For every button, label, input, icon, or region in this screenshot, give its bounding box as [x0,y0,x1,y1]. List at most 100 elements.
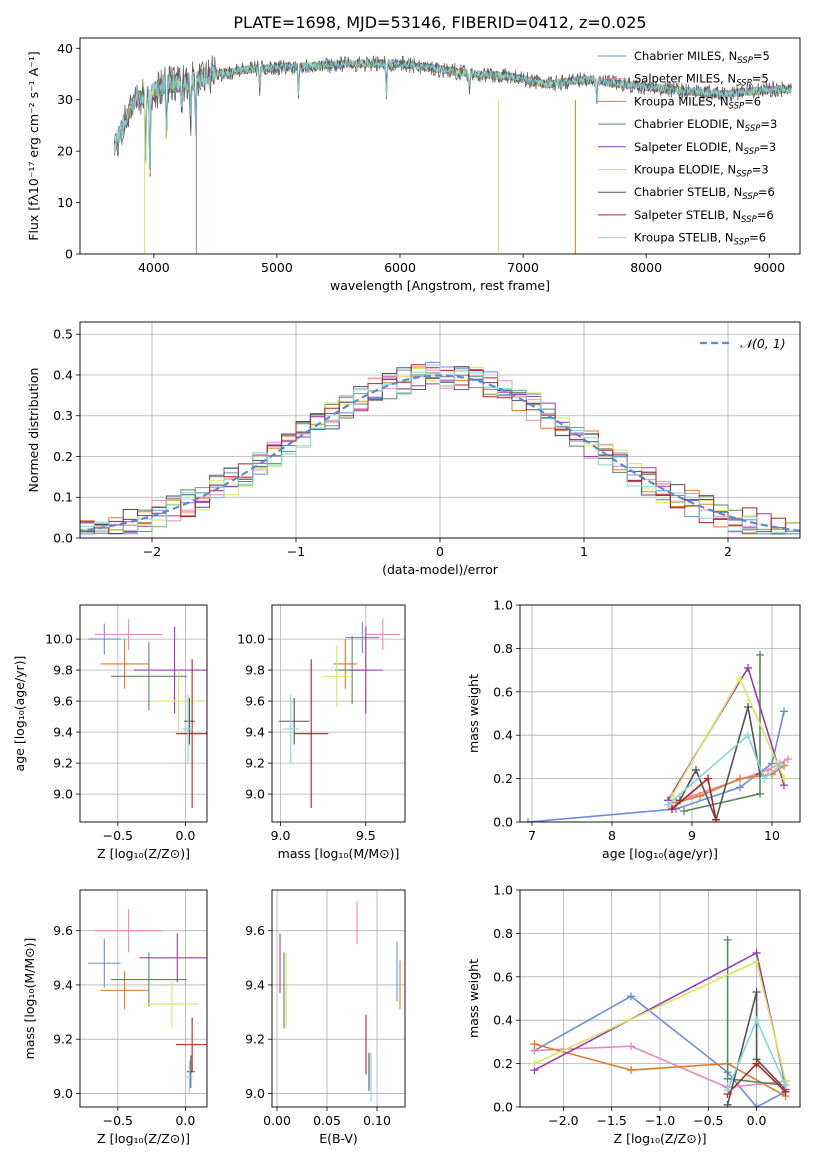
weight-line-chabrier_miles [527,711,785,822]
y-tick-label: 9.4 [245,977,265,992]
weight-marker-kroupa_stelib [776,761,784,770]
x-tick-label: 9.0 [271,828,291,843]
y-tick-label: 40 [57,41,73,56]
weight-marker-chabrier_elodie [756,789,764,798]
x-axis-label: (data-model)/error [382,562,499,577]
normal-reference-curve [80,374,800,533]
weight-marker-chabrier_elodie [723,935,732,944]
y-tick-label: 9.8 [245,663,265,678]
weight-marker-kroupa_stelib [723,1085,732,1094]
y-axis-label: age [log₁₀(age/yr)] [12,656,27,772]
legend-label: Chabrier STELIB, NSSP=6 [634,185,775,202]
y-tick-label: 0.0 [493,815,513,830]
weight-line-kroupa_stelib [667,733,781,806]
y-tick-label: 9.0 [245,1086,265,1101]
y-tick-label: 9.0 [53,1086,73,1101]
y-tick-label: 9.6 [245,694,265,709]
x-tick-label: 7 [528,828,536,843]
axes-frame [79,604,208,823]
y-tick-label: 9.6 [53,694,73,709]
weight-marker-kroupa_elodie [530,1059,539,1068]
axes-frame [79,321,801,539]
errorbar-salpeter_elodie [134,626,207,714]
errorbar-chabrier_miles [88,623,121,655]
y-axis-label: mass weight [466,959,481,1038]
weight-marker-kroupa_elodie [780,774,788,783]
y-tick-label: 0.0 [53,531,73,546]
errorbar-chabrier_elodie [111,642,187,711]
axes-mass_vs_z: −0.5 0.0 9.0 9.2 9.4 9.6 Z [log₁₀(Z/Z⊙)] mass [… [22,889,208,1146]
legend-label: 𝒩(0, 1) [740,336,786,351]
errorbar-kroupa_elodie [323,645,351,708]
weight-marker-salpeter_stelib [752,1059,761,1068]
errorbar-kroupa_miles [333,639,358,689]
weight-marker-chabrier_elodie [756,650,764,659]
weight-line-chabrier_stelib [726,991,787,1105]
x-tick-label: 2 [724,544,732,559]
weight-marker-salpeter_miles [784,755,792,764]
figure-title: PLATE=1698, MJD=53146, FIBERID=0412, z=0… [233,13,646,32]
y-tick-label: 0.6 [493,969,513,984]
weight-marker-chabrier_elodie [680,807,688,816]
legend-label: Chabrier MILES, NSSP=5 [634,49,770,66]
y-tick-label: 9.6 [53,923,73,938]
weight-marker-chabrier_stelib [752,987,761,996]
errorbar-chabrier_elodie [111,952,187,1007]
x-tick-label: −0.5 [693,1113,723,1128]
weight-marker-salpeter_stelib [712,815,720,822]
y-tick-label: 9.4 [53,977,73,992]
errorbar-kroupa_stelib [185,1060,194,1094]
x-tick-label: 0.05 [313,1113,341,1128]
axes-mass_vs_ebv: 0.00 0.05 0.10 9.0 9.2 9.4 9.6 E(B-V) [245,889,406,1146]
y-tick-label: 0 [65,247,73,262]
legend-label: Chabrier ELODIE, NSSP=3 [634,117,777,134]
x-tick-label: 0 [436,544,444,559]
y-tick-label: 0.1 [53,490,73,505]
y-axis-label: Normed distribution [26,368,41,493]
x-tick-label: −0.5 [103,1113,133,1128]
x-tick-label: −1.0 [645,1113,675,1128]
y-tick-label: 0.2 [493,771,513,786]
errorbar-chabrier_stelib [186,1055,195,1089]
x-axis-label: E(B-V) [319,1131,358,1146]
errorbar-salpeter_elodie [139,933,207,983]
y-tick-label: 0.3 [53,408,73,423]
y-tick-label: 0.5 [53,327,73,342]
y-tick-label: 9.4 [245,725,265,740]
errorbar-chabrier_miles [88,938,121,988]
x-tick-label: 9000 [753,260,785,275]
x-tick-label: −0.5 [103,828,133,843]
weight-marker-kroupa_elodie [736,674,744,683]
weight-marker-chabrier_miles [736,783,744,792]
plot-area-age_vs_mass [278,618,400,809]
legend-label: Salpeter STELIB, NSSP=6 [634,208,774,225]
axes-weight_vs_age: 7 8 9 10 0.0 0.2 0.4 0.6 0.8 1.0 age [log₁₀(age/yr… [466,598,801,861]
y-tick-label: 9.2 [53,756,73,771]
weight-marker-kroupa_stelib [781,1081,790,1090]
weight-marker-salpeter_elodie [752,948,761,957]
x-tick-label: −1 [287,544,305,559]
errorbar-salpeter_stelib [175,1017,207,1072]
legend-label: Kroupa STELIB, NSSP=6 [634,231,766,248]
legend-residuals: 𝒩(0, 1) [700,336,786,351]
errorbar-kroupa_stelib [282,694,300,764]
y-tick-label: 0.2 [493,1056,513,1071]
weight-marker-salpeter_miles [764,765,772,774]
errorbar-kroupa_stelib [182,694,194,764]
x-tick-label: 0.0 [175,1113,195,1128]
weight-marker-kroupa_stelib [752,1016,761,1025]
axes-frame [79,37,801,255]
y-axis-label: mass weight [466,674,481,753]
y-tick-label: 0.4 [493,1013,513,1028]
y-axis-label: mass [log₁₀(M/M⊙)] [22,938,37,1060]
plot-area-spectrum [114,55,792,254]
legend-label: Salpeter MILES, NSSP=5 [634,72,769,89]
x-tick-label: −1.5 [597,1113,627,1128]
weight-marker-kroupa_miles [530,1040,539,1049]
legend-label: Kroupa ELODIE, NSSP=3 [634,163,769,180]
x-tick-label: 8000 [630,260,662,275]
legend-spectrum: Chabrier MILES, NSSP=5 Salpeter MILES, NS… [598,49,777,248]
x-tick-label: 9 [688,828,696,843]
errorbar-chabrier_miles [345,622,380,654]
